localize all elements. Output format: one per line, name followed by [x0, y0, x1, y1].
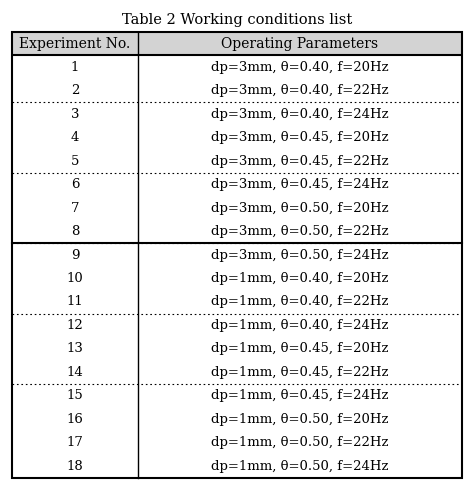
Text: Operating Parameters: Operating Parameters: [221, 37, 379, 51]
Bar: [12, 32, 462, 56]
Text: dp=3mm, θ=0.45, f=24Hz: dp=3mm, θ=0.45, f=24Hz: [211, 178, 389, 191]
Text: dp=1mm, θ=0.50, f=22Hz: dp=1mm, θ=0.50, f=22Hz: [211, 436, 389, 449]
Text: dp=1mm, θ=0.40, f=20Hz: dp=1mm, θ=0.40, f=20Hz: [211, 272, 389, 285]
Text: 5: 5: [71, 154, 79, 167]
Text: 4: 4: [71, 131, 79, 144]
Text: dp=3mm, θ=0.50, f=20Hz: dp=3mm, θ=0.50, f=20Hz: [211, 201, 389, 214]
Text: dp=1mm, θ=0.50, f=20Hz: dp=1mm, θ=0.50, f=20Hz: [211, 413, 389, 426]
Text: 15: 15: [67, 389, 83, 402]
Text: 12: 12: [67, 319, 83, 332]
Text: dp=3mm, θ=0.50, f=24Hz: dp=3mm, θ=0.50, f=24Hz: [211, 248, 389, 261]
Text: 2: 2: [71, 84, 79, 97]
Text: 14: 14: [67, 366, 83, 379]
Text: 8: 8: [71, 225, 79, 238]
Text: dp=3mm, θ=0.40, f=22Hz: dp=3mm, θ=0.40, f=22Hz: [211, 84, 389, 97]
Text: dp=1mm, θ=0.40, f=24Hz: dp=1mm, θ=0.40, f=24Hz: [211, 319, 389, 332]
Text: 13: 13: [66, 342, 83, 355]
Text: 10: 10: [67, 272, 83, 285]
Text: 11: 11: [67, 295, 83, 308]
Text: 16: 16: [66, 413, 83, 426]
Text: Experiment No.: Experiment No.: [19, 37, 131, 51]
Text: 1: 1: [71, 60, 79, 74]
Text: 18: 18: [67, 460, 83, 473]
Text: dp=1mm, θ=0.45, f=22Hz: dp=1mm, θ=0.45, f=22Hz: [211, 366, 389, 379]
Text: dp=3mm, θ=0.40, f=20Hz: dp=3mm, θ=0.40, f=20Hz: [211, 60, 389, 74]
Text: dp=3mm, θ=0.45, f=20Hz: dp=3mm, θ=0.45, f=20Hz: [211, 131, 389, 144]
Text: dp=1mm, θ=0.40, f=22Hz: dp=1mm, θ=0.40, f=22Hz: [211, 295, 389, 308]
Text: dp=3mm, θ=0.40, f=24Hz: dp=3mm, θ=0.40, f=24Hz: [211, 107, 389, 121]
Text: dp=1mm, θ=0.45, f=20Hz: dp=1mm, θ=0.45, f=20Hz: [211, 342, 389, 355]
Text: Table 2 Working conditions list: Table 2 Working conditions list: [122, 13, 352, 27]
Text: 3: 3: [71, 107, 79, 121]
Text: 17: 17: [66, 436, 83, 449]
Text: dp=3mm, θ=0.50, f=22Hz: dp=3mm, θ=0.50, f=22Hz: [211, 225, 389, 238]
Text: 6: 6: [71, 178, 79, 191]
Text: dp=3mm, θ=0.45, f=22Hz: dp=3mm, θ=0.45, f=22Hz: [211, 154, 389, 167]
Text: dp=1mm, θ=0.50, f=24Hz: dp=1mm, θ=0.50, f=24Hz: [211, 460, 389, 473]
Text: 9: 9: [71, 248, 79, 261]
Text: dp=1mm, θ=0.45, f=24Hz: dp=1mm, θ=0.45, f=24Hz: [211, 389, 389, 402]
Text: 7: 7: [71, 201, 79, 214]
